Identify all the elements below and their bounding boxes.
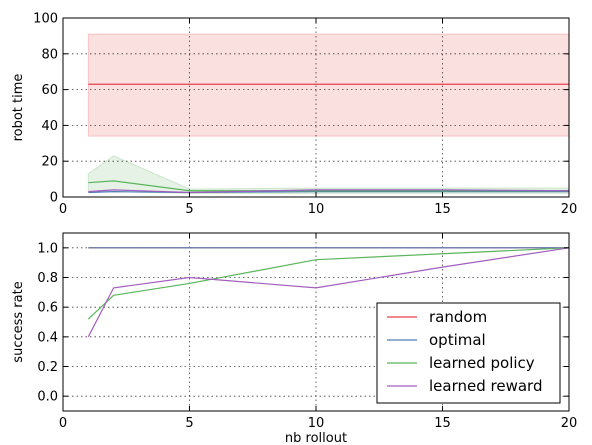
x-tick-label: 15	[434, 202, 451, 217]
y-tick-label: 60	[41, 83, 58, 98]
x-tick-label: 20	[561, 416, 578, 431]
y-tick-label: 0	[50, 191, 58, 206]
y-tick-label: 0.2	[37, 360, 58, 375]
legend-label-learned-policy: learned policy	[429, 354, 535, 372]
x-tick-label: 10	[308, 202, 325, 217]
y-tick-label: 100	[33, 12, 58, 27]
x-tick-label: 5	[185, 416, 193, 431]
robot-time-panel: 0 5 10 15 20 0 20 40 60 80 100 robot time	[11, 12, 577, 218]
series-line-learned-reward	[87, 247, 570, 338]
y-tick-label: 40	[41, 119, 58, 134]
series-line-optimal	[88, 191, 569, 194]
success-rate-panel: 0 5 10 15 20 0.0 0.2 0.4 0.6 0.8 1.0 success rate nb…	[11, 232, 578, 445]
x-tick-label: 0	[59, 202, 67, 217]
legend-label-optimal: optimal	[429, 331, 486, 349]
y-tick-label: 80	[41, 47, 58, 62]
y-tick-label: 20	[41, 155, 58, 170]
y-tick-label: 0.8	[37, 271, 58, 286]
series-line-learned-policy	[87, 247, 570, 320]
y-tick-label: 0.0	[37, 390, 58, 405]
band-random	[87, 33, 570, 137]
x-tick-label: 5	[185, 202, 193, 217]
y-tick-label: 0.4	[37, 330, 58, 345]
x-axis-label: nb rollout	[285, 431, 347, 445]
x-tick-label: 20	[561, 202, 578, 217]
x-tick-label: 15	[434, 416, 451, 431]
series-line-learned-reward	[88, 189, 570, 194]
x-tick-label: 10	[308, 416, 325, 431]
y-tick-label: 1.0	[37, 241, 58, 256]
y-axis-label: robot time	[11, 74, 26, 142]
y-tick-label: 0.6	[37, 301, 58, 316]
legend-label-random: random	[429, 308, 487, 326]
x-tick-label: 0	[59, 416, 67, 431]
y-axis-label: success rate	[11, 281, 26, 362]
legend-label-learned-reward: learned reward	[429, 377, 542, 395]
legend: random optimal learned policy learned rewar…	[376, 302, 561, 404]
